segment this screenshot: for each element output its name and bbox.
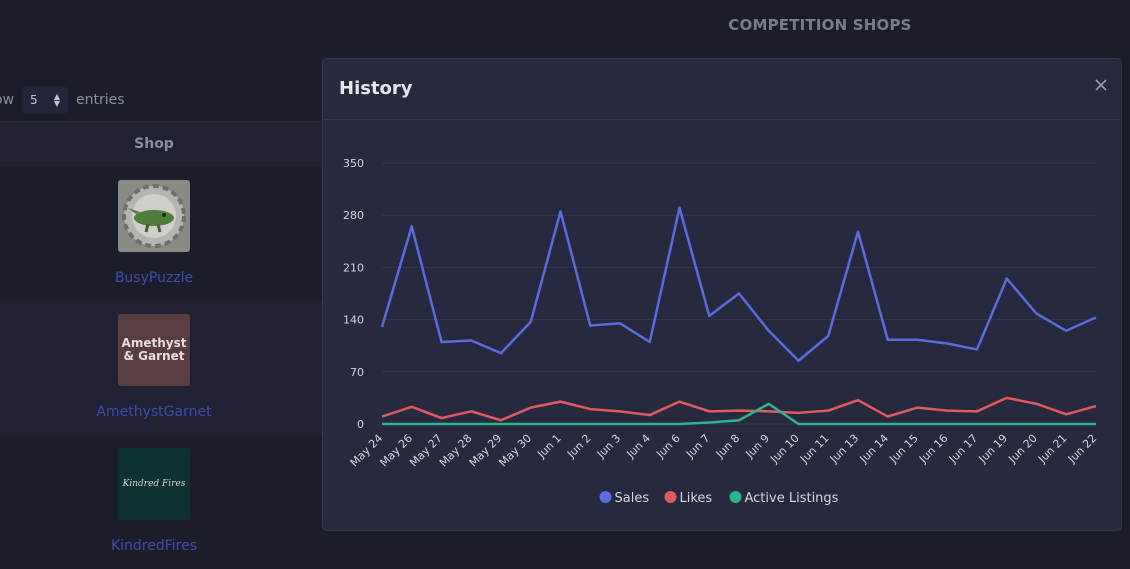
- x-tick-label: Jun 2: [564, 432, 593, 461]
- shop-thumbnail[interactable]: Kindred Fires: [118, 448, 190, 520]
- x-tick-label: Jun 8: [713, 432, 742, 461]
- entries-select[interactable]: 5 ▲ ▼: [22, 86, 69, 114]
- shop-name-link[interactable]: KindredFires: [110, 538, 198, 554]
- show-entries: ow 5 ▲▼ entries: [0, 86, 125, 114]
- x-tick-label: Jun 17: [946, 432, 980, 466]
- x-tick-label: Jun 6: [653, 432, 682, 461]
- series-line-active-listings: [382, 402, 1096, 426]
- table-row: Amethyst & Garnet AmethystGarnet: [0, 301, 330, 435]
- series-line-likes: [381, 396, 1097, 422]
- legend-label: Active Listings: [745, 491, 839, 506]
- table-row: BusyPuzzle: [0, 167, 330, 301]
- history-modal: History 0 70 140 210 280 350 May 24 May 26 May 2…: [322, 58, 1122, 531]
- series-line-sales: [380, 206, 1097, 362]
- column-header-shop[interactable]: Shop: [134, 136, 174, 152]
- x-tick-label: Jun 4: [624, 432, 653, 461]
- legend-item[interactable]: Likes: [664, 491, 713, 506]
- modal-title: History: [339, 78, 413, 99]
- x-tick-label: May 30: [496, 432, 534, 470]
- entries-label: entries: [76, 92, 125, 108]
- legend-marker: [664, 491, 677, 503]
- shop-thumbnail[interactable]: Amethyst & Garnet: [118, 314, 190, 386]
- table-header: Shop: [0, 121, 330, 167]
- thumb-text: Amethyst: [121, 336, 187, 350]
- thumb-text: Kindred Fires: [122, 479, 186, 489]
- table-row: Kindred Fires KindredFires: [0, 435, 330, 569]
- y-tick-label: 0: [357, 418, 364, 431]
- x-tick-label: Jun 3: [594, 432, 623, 461]
- legend-marker: [599, 491, 612, 503]
- history-chart: 0 70 140 210 280 350 May 24 May 26 May 27 May 28 M…: [323, 120, 1121, 530]
- legend-label: Likes: [680, 491, 713, 506]
- x-tick-label: Jun 21: [1035, 432, 1069, 466]
- shop-thumbnail[interactable]: [118, 180, 190, 252]
- x-tick-label: Jun 1: [534, 432, 563, 461]
- legend-marker: [729, 491, 742, 503]
- legend-item[interactable]: Sales: [599, 491, 650, 506]
- updown-arrows-icon: ▲ ▼: [53, 92, 61, 108]
- y-tick-label: 70: [350, 366, 364, 379]
- show-label: ow: [0, 92, 15, 108]
- y-tick-label: 140: [343, 314, 364, 327]
- x-tick-label: Jun 11: [797, 432, 831, 466]
- y-tick-label: 280: [343, 209, 364, 222]
- x-tick-label: Jun 7: [683, 432, 712, 461]
- entries-select-value: 5: [30, 93, 38, 107]
- x-tick-label: Jun 20: [1005, 432, 1039, 466]
- x-tick-label: Jun 16: [916, 432, 950, 466]
- x-tick-label: Jun 13: [827, 432, 861, 466]
- x-tick-label: Jun 15: [886, 432, 920, 466]
- x-tick-label: Jun 14: [857, 432, 891, 466]
- y-tick-label: 350: [343, 157, 364, 170]
- legend-item[interactable]: Active Listings: [729, 491, 839, 506]
- x-tick-label: Jun 19: [976, 432, 1010, 466]
- gear-crocodile-logo-icon: [122, 184, 186, 248]
- legend-label: Sales: [615, 491, 650, 506]
- close-icon[interactable]: [1093, 77, 1109, 93]
- modal-header: History: [323, 59, 1121, 120]
- shop-name-link[interactable]: BusyPuzzle: [114, 270, 194, 286]
- x-tick-label: Jun 10: [767, 432, 801, 466]
- page-title: COMPETITION SHOPS: [728, 16, 912, 34]
- y-tick-label: 210: [343, 261, 364, 274]
- x-tick-label: Jun 22: [1065, 432, 1099, 466]
- shop-name-link[interactable]: AmethystGarnet: [96, 404, 212, 420]
- thumb-text: & Garnet: [123, 349, 185, 363]
